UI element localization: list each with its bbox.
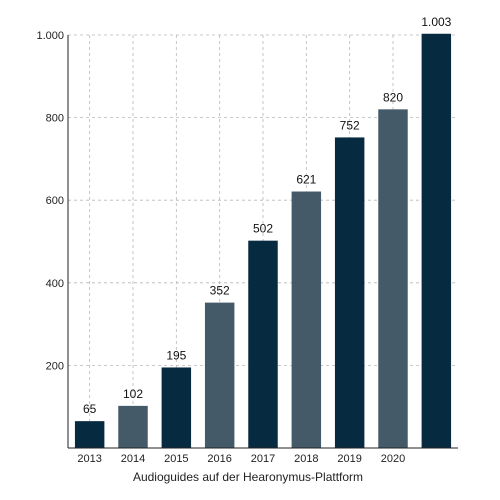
x-tick-label: 2015 bbox=[164, 453, 188, 465]
bar bbox=[421, 33, 452, 449]
bar bbox=[291, 191, 322, 449]
data-label: 1.003 bbox=[421, 15, 451, 29]
x-tick-label: 2019 bbox=[337, 453, 361, 465]
bars bbox=[74, 33, 452, 449]
bar bbox=[161, 367, 192, 448]
bar bbox=[334, 137, 365, 448]
x-tick-label: 2017 bbox=[251, 453, 275, 465]
x-tick-label: 2018 bbox=[294, 453, 318, 465]
data-label: 502 bbox=[253, 222, 273, 236]
bar bbox=[248, 240, 278, 448]
data-label: 752 bbox=[340, 118, 360, 132]
y-tick-label: 600 bbox=[46, 195, 64, 207]
data-label: 820 bbox=[383, 90, 403, 104]
x-tick-labels: 2013 2014 2015 2016 2017 2018 2019 2020 bbox=[77, 453, 405, 465]
axes bbox=[67, 35, 458, 449]
data-label: 621 bbox=[296, 173, 316, 187]
y-tick-label: 800 bbox=[46, 113, 64, 125]
data-label: 65 bbox=[83, 402, 97, 416]
x-tick-label: 2014 bbox=[121, 453, 145, 465]
y-tick-labels: 200 400 600 800 1.000 bbox=[36, 30, 64, 372]
data-label: 195 bbox=[166, 348, 186, 362]
x-tick-label: 2020 bbox=[381, 453, 405, 465]
y-tick-label: 200 bbox=[46, 360, 64, 372]
y-tick-label: 400 bbox=[46, 278, 64, 290]
data-labels: 65 102 195 352 502 621 752 820 1.003 bbox=[83, 15, 452, 416]
bar bbox=[204, 302, 235, 448]
y-tick-label: 1.000 bbox=[36, 30, 64, 42]
data-label: 102 bbox=[123, 387, 143, 401]
bar bbox=[74, 421, 105, 448]
bar bbox=[378, 109, 408, 448]
data-label: 352 bbox=[210, 284, 230, 298]
bar bbox=[118, 405, 148, 448]
x-tick-label: 2013 bbox=[77, 453, 101, 465]
x-tick-label: 2016 bbox=[207, 453, 231, 465]
x-axis-title: Audioguides auf der Hearonymus-Plattform bbox=[133, 470, 363, 484]
